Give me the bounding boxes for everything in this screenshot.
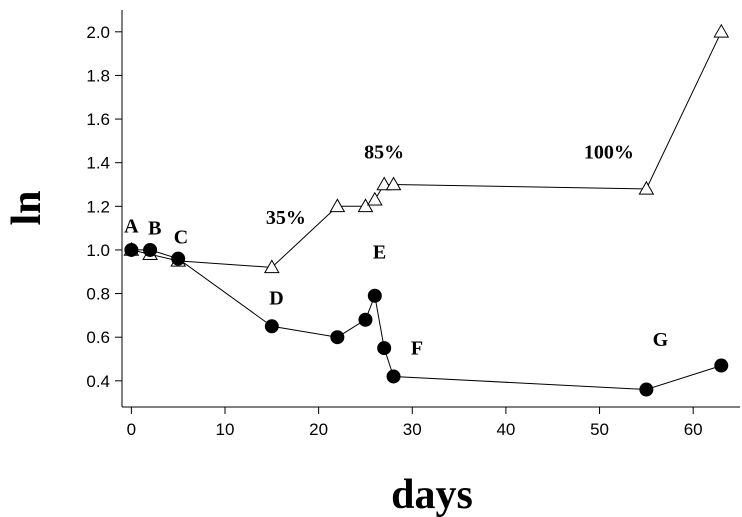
data-point-triangle (263, 259, 280, 274)
annotation-label: B (148, 218, 161, 240)
data-point-circle (367, 288, 382, 303)
x-tick-label: 50 (590, 420, 609, 439)
data-point-circle (171, 251, 186, 266)
y-tick-label: 1.4 (86, 154, 110, 173)
annotation-label: A (124, 215, 139, 237)
y-axis-label: ln (4, 190, 50, 225)
data-point-circle (377, 341, 392, 356)
x-tick-label: 20 (309, 420, 328, 439)
data-point-circle (264, 319, 279, 334)
y-tick-label: 0.6 (86, 328, 110, 347)
axes-layer (121, 10, 740, 408)
data-point-triangle (366, 191, 383, 206)
annotation-label: C (174, 226, 188, 248)
series-2 (124, 242, 729, 397)
x-tick-label: 40 (496, 420, 515, 439)
annotation-layer: A B C 35% D 85% E F 100% G (124, 141, 668, 359)
data-point-circle (330, 330, 345, 345)
data-point-triangle (385, 176, 402, 191)
data-point-circle (124, 242, 139, 257)
annotation-label: 35% (266, 207, 306, 229)
y-tick-label: 0.4 (86, 372, 110, 391)
y-tick-label: 1.2 (86, 197, 110, 216)
annotation-label: F (411, 338, 423, 360)
data-point-triangle (713, 23, 730, 38)
data-point-triangle (329, 198, 346, 213)
x-tick-label: 10 (216, 420, 235, 439)
data-point-circle (386, 369, 401, 384)
data-point-triangle (638, 180, 655, 195)
series-layer (123, 23, 730, 397)
annotation-label: 100% (584, 141, 634, 163)
series-1 (123, 23, 730, 274)
x-tick-label: 0 (127, 420, 136, 439)
x-tick-label: 30 (403, 420, 422, 439)
annotation-label: 85% (364, 141, 404, 163)
ticks-layer: 0 10 20 30 40 50 60 0.4 0.6 0.8 1.0 1.2 1.4 1.6 1.8 2.0 (86, 23, 702, 439)
series-line (131, 249, 722, 391)
data-point-circle (358, 312, 373, 327)
y-tick-label: 0.8 (86, 285, 110, 304)
data-point-circle (639, 382, 654, 397)
y-tick-label: 1.8 (86, 66, 110, 85)
x-axis-label: days (391, 472, 473, 517)
y-tick-label: 1.6 (86, 110, 110, 129)
annotation-label: D (269, 287, 283, 309)
data-point-triangle (376, 176, 393, 191)
y-tick-label: 1.0 (86, 241, 110, 260)
data-point-circle (143, 242, 158, 257)
data-point-circle (714, 358, 729, 373)
annotation-label: E (373, 242, 386, 264)
annotation-label: G (653, 329, 669, 351)
y-tick-label: 2.0 (86, 23, 110, 42)
x-tick-label: 60 (684, 420, 703, 439)
